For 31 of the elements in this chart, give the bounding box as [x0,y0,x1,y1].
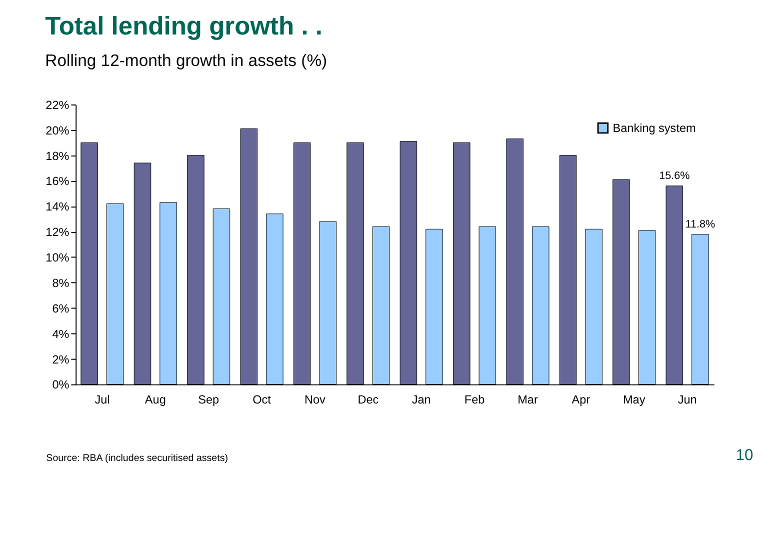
x-tick-label: Sep [198,393,220,406]
chart-title: Total lending growth . . [45,12,322,41]
y-tick-label: 0% [52,378,70,392]
y-tick-label: 10% [46,252,70,265]
y-tick-label: 16% [46,175,70,188]
y-tick-label: 14% [46,200,70,214]
x-tick-label: Apr [572,393,590,406]
y-tick-label: 2% [52,353,70,366]
x-tick-label: Jul [94,393,110,406]
x-tick-label: Aug [144,393,166,406]
y-tick-label: 22% [46,98,70,112]
y-tick-label: 20% [46,124,70,138]
x-tick-label: Nov [304,393,326,406]
x-tick-label: Feb [464,393,486,406]
x-tick-label: May [623,393,646,406]
x-tick-label: Jan [412,393,431,406]
legend-label: Banking system [612,122,696,135]
x-tick-label: Mar [518,393,538,406]
x-tick-label: Dec [358,393,379,406]
x-tick-label: Jun [678,393,697,406]
y-tick-label: 6% [52,302,70,316]
source-note: Source: RBA (includes securitised assets) [46,452,228,464]
chart-subtitle: Rolling 12-month growth in assets (%) [45,51,328,70]
y-tick-label: 8% [52,276,70,290]
text: 10 [736,446,754,464]
x-tick-label: Oct [252,393,272,406]
data-label: 15.6% [659,170,690,182]
y-tick-label: 4% [52,328,70,341]
y-tick-label: 18% [46,150,70,163]
y-tick-label: 12% [46,226,70,240]
data-label: 11.8% [685,218,716,230]
